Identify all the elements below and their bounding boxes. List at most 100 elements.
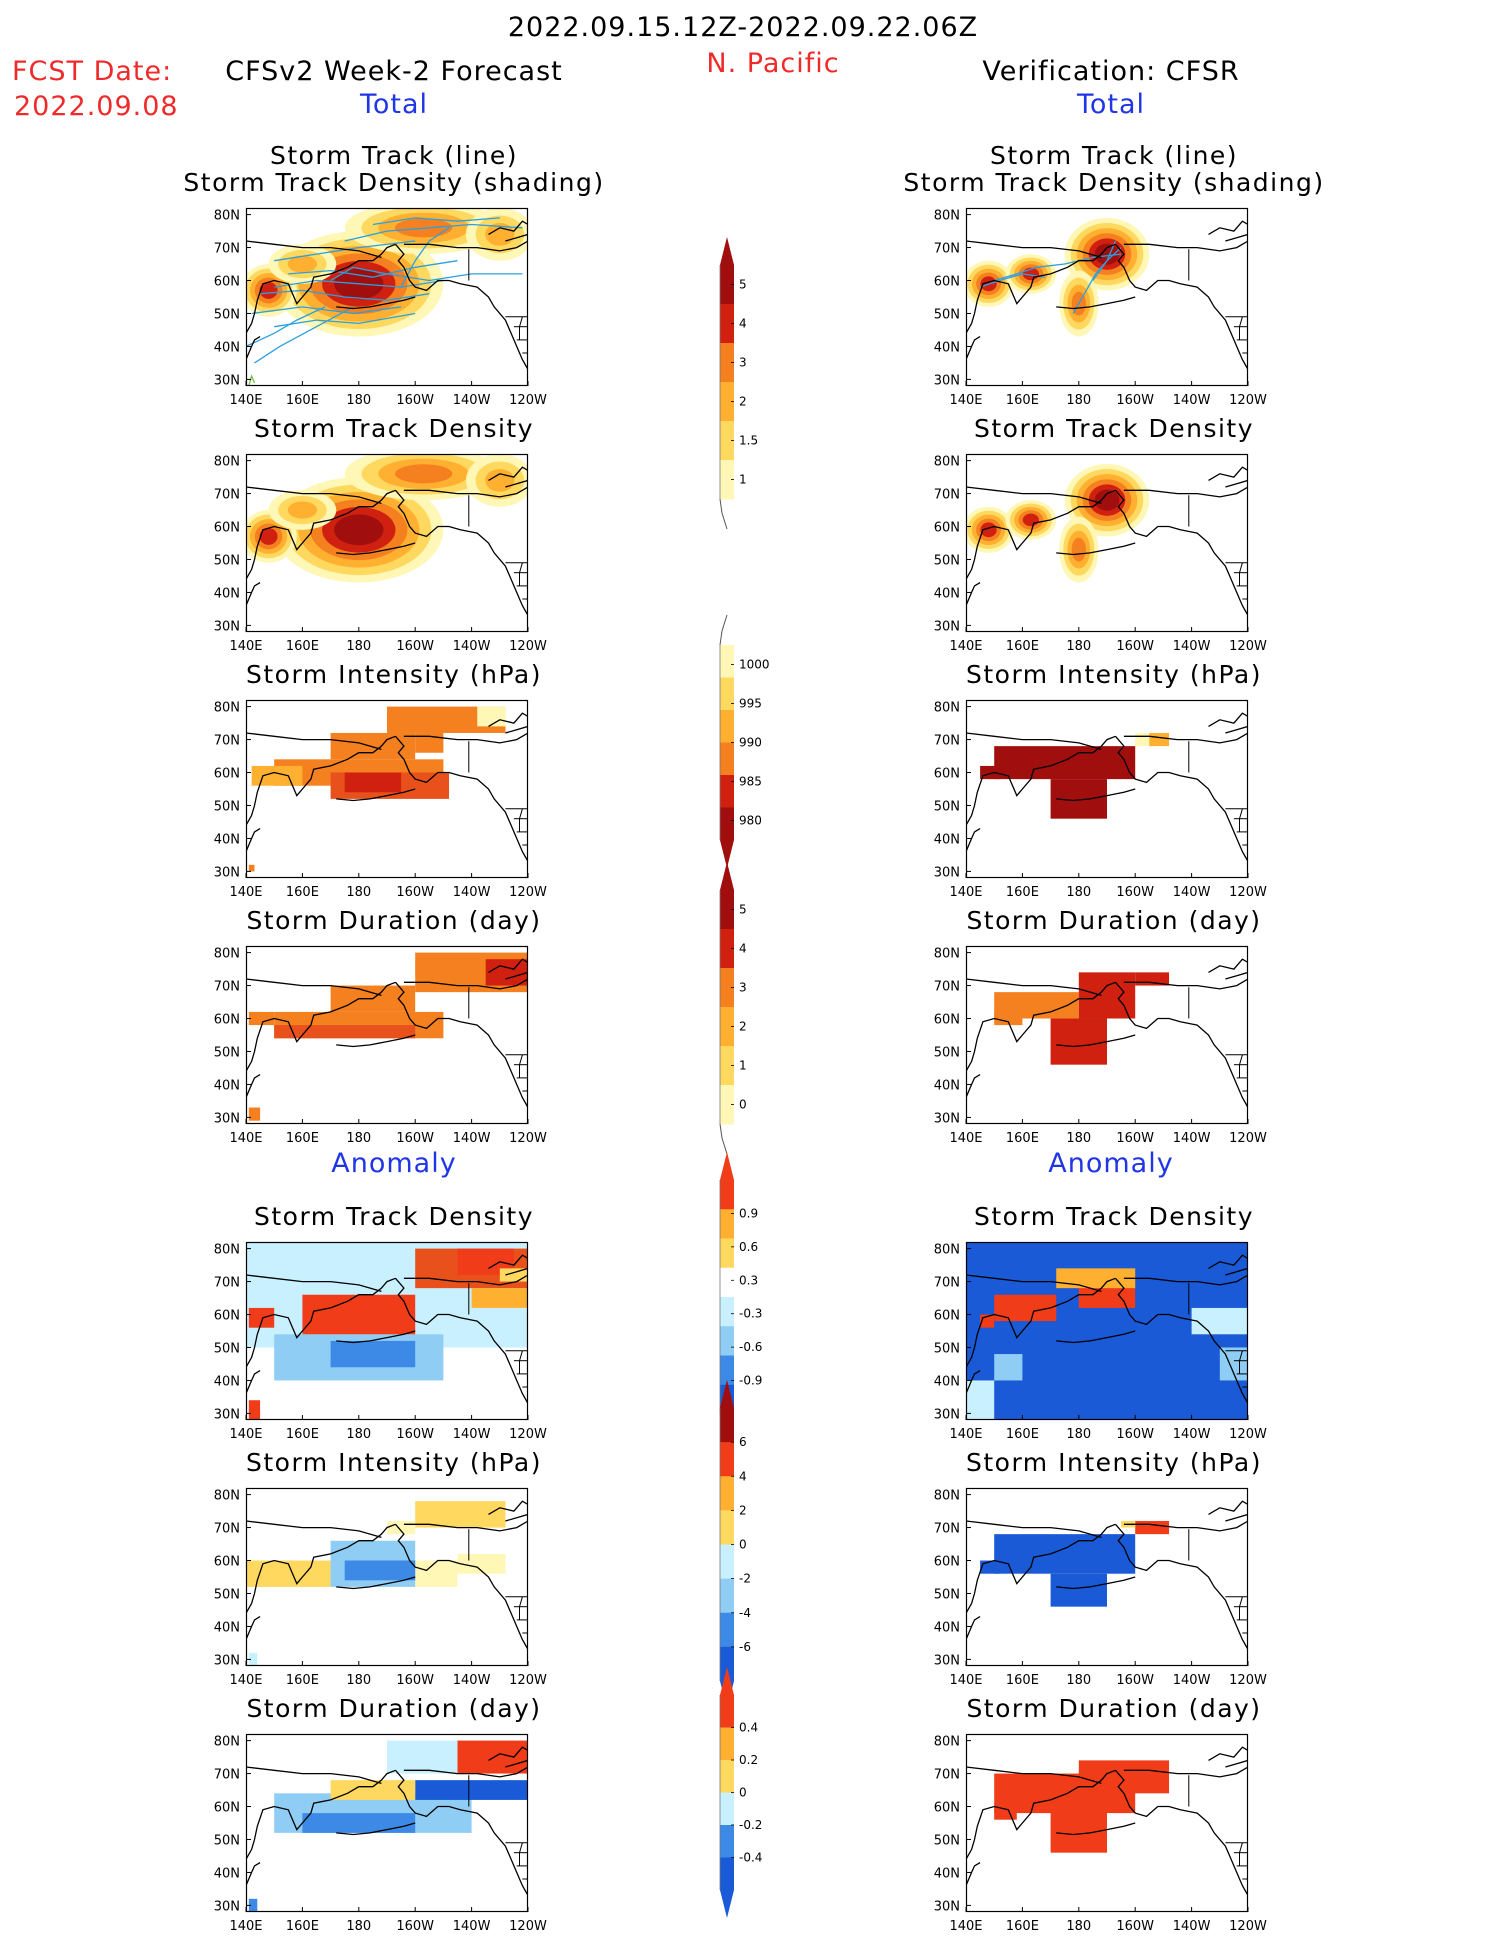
- colorbar-arrow-down: [720, 840, 734, 868]
- lat-tick-label: 40N: [934, 1374, 960, 1389]
- colorbar-label: 2: [739, 1503, 747, 1517]
- colorbar-segment: [720, 968, 734, 1008]
- lon-tick-label: 140E: [229, 393, 262, 408]
- colorbar-segment: [720, 1355, 734, 1386]
- lon-tick-label: 180: [1066, 885, 1091, 900]
- colorbar-segment: [720, 1408, 734, 1443]
- forecast-panel-title: Storm Track Density: [253, 414, 535, 443]
- anomaly-duration-field: [248, 1740, 528, 1912]
- colorbar-segment: [720, 1297, 734, 1327]
- lat-tick-label: 70N: [214, 242, 240, 257]
- lon-tick-label: 140W: [453, 1919, 491, 1934]
- colorbar-label: -0.4: [739, 1851, 762, 1865]
- forecast-map-panel: 140E 160E 180 160W 140W 120W 80N 70N 60N 50N 40N 30…: [214, 1733, 547, 1934]
- date-range-title: 2022.09.15.12Z-2022.09.22.06Z: [507, 12, 979, 43]
- coastline: [966, 466, 1248, 616]
- lon-tick-label: 160W: [1116, 639, 1154, 654]
- lon-tick-label: 180: [1066, 393, 1091, 408]
- map-frame: [245, 453, 529, 633]
- lat-tick-label: 60N: [934, 1013, 960, 1028]
- map-field: [966, 1488, 1248, 1666]
- lon-tick-label: 160E: [1006, 1427, 1039, 1442]
- lat-tick-label: 70N: [214, 1768, 240, 1783]
- lat-tick-label: 30N: [214, 1407, 240, 1422]
- lon-tick-label: 140W: [453, 1427, 491, 1442]
- lat-tick-label: 60N: [934, 767, 960, 782]
- colorbar-total-density: 5 4 3 2 1.5 1: [719, 237, 758, 530]
- forecast-panel-title: Storm Track Density: [253, 1202, 535, 1231]
- verification-map-panel: 140E 160E 180 160W 140W 120W 80N 70N 60N 50N 40N 30…: [934, 453, 1267, 654]
- lat-tick-label: 70N: [934, 1276, 960, 1291]
- forecast-panel-title: Storm Track Density (shading): [183, 168, 605, 197]
- fcst-date-label: FCST Date:: [12, 56, 173, 87]
- forecast-column-title: CFSv2 Week-2 Forecast: [225, 56, 563, 87]
- map-frame: [245, 945, 529, 1125]
- colorbar-label: 995: [739, 697, 762, 711]
- colorbar-label: 0: [739, 1538, 747, 1552]
- colorbar-arrow-up: [720, 1152, 734, 1180]
- lat-tick-label: 80N: [214, 1489, 240, 1504]
- forecast-panel-title: Storm Track (line): [269, 141, 519, 170]
- lon-tick-label: 180: [346, 1673, 371, 1688]
- colorbar-label: 5: [739, 903, 747, 917]
- colorbar-label: 980: [739, 814, 762, 828]
- lon-tick-label: 120W: [509, 1131, 547, 1146]
- lat-tick-label: 70N: [214, 488, 240, 503]
- colorbar-segment: [720, 1510, 734, 1545]
- colorbar-segment: [720, 1442, 734, 1477]
- coastline: [966, 1500, 1248, 1650]
- lat-tick-label: 80N: [214, 947, 240, 962]
- colorbar-total-duration: 5 4 3 2 1 0: [719, 862, 747, 1155]
- colorbar-label: 1.5: [739, 434, 758, 448]
- lat-tick-label: 30N: [934, 865, 960, 880]
- colorbar-segment: [720, 1046, 734, 1086]
- colorbar-segment: [720, 460, 734, 500]
- lon-tick-label: 160E: [286, 1131, 319, 1146]
- colorbar-label: 1000: [739, 658, 770, 672]
- lat-tick-label: 60N: [214, 1801, 240, 1816]
- lon-tick-label: 140E: [949, 1131, 982, 1146]
- colorbar-label: 4: [739, 317, 747, 331]
- coastline: [246, 1500, 528, 1650]
- anomaly-density-field: [966, 1242, 1248, 1420]
- map-frame: [245, 207, 529, 387]
- colorbar-label: 3: [739, 356, 747, 370]
- lon-tick-label: 160W: [396, 393, 434, 408]
- map-field: [246, 454, 528, 632]
- lon-tick-label: 160E: [286, 1427, 319, 1442]
- lon-tick-label: 140W: [453, 885, 491, 900]
- colorbar-segment: [720, 1267, 734, 1298]
- map-field: [966, 946, 1248, 1124]
- colorbar-segment: [720, 421, 734, 461]
- lat-tick-label: 70N: [934, 242, 960, 257]
- fcst-date-value: 2022.09.08: [14, 91, 179, 122]
- lon-tick-label: 120W: [1229, 1673, 1267, 1688]
- coastline: [246, 958, 528, 1108]
- forecast-map-panel: 140E 160E 180 160W 140W 120W 80N 70N 60N 50N 40N 30…: [214, 453, 547, 654]
- lon-tick-label: 140W: [1173, 1919, 1211, 1934]
- coastline: [246, 1746, 528, 1896]
- lat-tick-label: 30N: [934, 1899, 960, 1914]
- lat-tick-label: 50N: [934, 307, 960, 322]
- map-frame: [965, 945, 1249, 1125]
- map-frame: [965, 1241, 1249, 1421]
- colorbar-anomaly-density: 0.9 0.6 0.3 -0.3 -0.6 -0.9: [719, 1152, 762, 1442]
- colorbar-segment: [720, 1727, 734, 1761]
- colorbar-arrow-down: [720, 1890, 734, 1918]
- colorbar-label: 4: [739, 942, 747, 956]
- lon-tick-label: 160E: [1006, 1919, 1039, 1934]
- verification-panel-title: Storm Track Density: [973, 1202, 1255, 1231]
- lon-tick-label: 160W: [1116, 1131, 1154, 1146]
- lon-tick-label: 180: [1066, 639, 1091, 654]
- lat-tick-label: 50N: [214, 1045, 240, 1060]
- lon-tick-label: 120W: [1229, 393, 1267, 408]
- map-field: [966, 1734, 1248, 1912]
- lon-tick-label: 160W: [1116, 1427, 1154, 1442]
- verification-panel-title: Storm Track Density (shading): [903, 168, 1325, 197]
- lon-tick-label: 140E: [949, 885, 982, 900]
- lat-tick-label: 80N: [934, 701, 960, 716]
- lon-tick-label: 140W: [1173, 1427, 1211, 1442]
- map-frame: [245, 1487, 529, 1667]
- lon-tick-label: 140E: [229, 1673, 262, 1688]
- lon-tick-label: 160W: [396, 1427, 434, 1442]
